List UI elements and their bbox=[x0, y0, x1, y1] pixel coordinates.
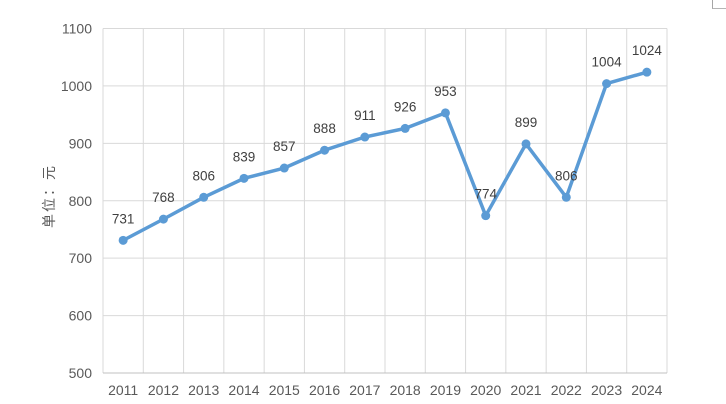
x-tick-label: 2015 bbox=[269, 382, 300, 398]
data-label: 911 bbox=[354, 108, 376, 123]
data-label: 1024 bbox=[632, 43, 663, 58]
data-point bbox=[279, 163, 289, 173]
data-label: 731 bbox=[112, 211, 135, 226]
y-tick-label: 1000 bbox=[61, 78, 92, 94]
y-tick-label: 700 bbox=[69, 250, 93, 266]
x-tick-label: 2022 bbox=[551, 382, 582, 398]
data-label: 888 bbox=[313, 121, 336, 136]
data-point bbox=[199, 192, 209, 202]
x-tick-label: 2021 bbox=[510, 382, 541, 398]
y-tick-label: 500 bbox=[69, 365, 93, 381]
data-label: 839 bbox=[233, 149, 256, 164]
data-label: 857 bbox=[273, 139, 296, 154]
x-tick-label: 2011 bbox=[108, 382, 138, 398]
data-label: 806 bbox=[192, 168, 215, 183]
x-tick-label: 2019 bbox=[430, 382, 461, 398]
x-tick-label: 2017 bbox=[349, 382, 380, 398]
y-tick-label: 1100 bbox=[62, 21, 92, 37]
data-label: 926 bbox=[394, 99, 417, 114]
data-point bbox=[521, 139, 531, 149]
y-tick-label: 900 bbox=[69, 135, 93, 151]
data-label: 768 bbox=[152, 190, 175, 205]
x-tick-label: 2023 bbox=[591, 382, 622, 398]
data-point bbox=[118, 235, 128, 245]
data-point bbox=[400, 123, 410, 133]
x-tick-label: 2016 bbox=[309, 382, 340, 398]
x-tick-label: 2012 bbox=[148, 382, 179, 398]
cropped-ui-fragment bbox=[712, 0, 726, 9]
data-label: 1004 bbox=[592, 55, 623, 70]
x-tick-label: 2018 bbox=[390, 382, 421, 398]
x-tick-label: 2024 bbox=[631, 382, 662, 398]
data-point bbox=[158, 214, 168, 224]
x-tick-label: 2020 bbox=[470, 382, 501, 398]
data-label: 774 bbox=[474, 187, 497, 202]
x-tick-label: 2014 bbox=[228, 382, 259, 398]
data-point bbox=[602, 79, 612, 89]
data-point bbox=[642, 67, 652, 77]
series-line bbox=[121, 70, 649, 243]
y-tick-label: 800 bbox=[69, 193, 93, 209]
data-point bbox=[320, 145, 330, 155]
data-point bbox=[561, 192, 571, 202]
data-label: 806 bbox=[555, 168, 578, 183]
data-point bbox=[481, 211, 491, 221]
data-point bbox=[440, 108, 450, 118]
x-tick-label: 2013 bbox=[188, 382, 219, 398]
data-point bbox=[360, 132, 370, 142]
y-tick-label: 600 bbox=[69, 308, 93, 324]
data-label: 899 bbox=[515, 115, 538, 130]
data-point bbox=[239, 173, 249, 183]
data-label: 953 bbox=[434, 84, 457, 99]
